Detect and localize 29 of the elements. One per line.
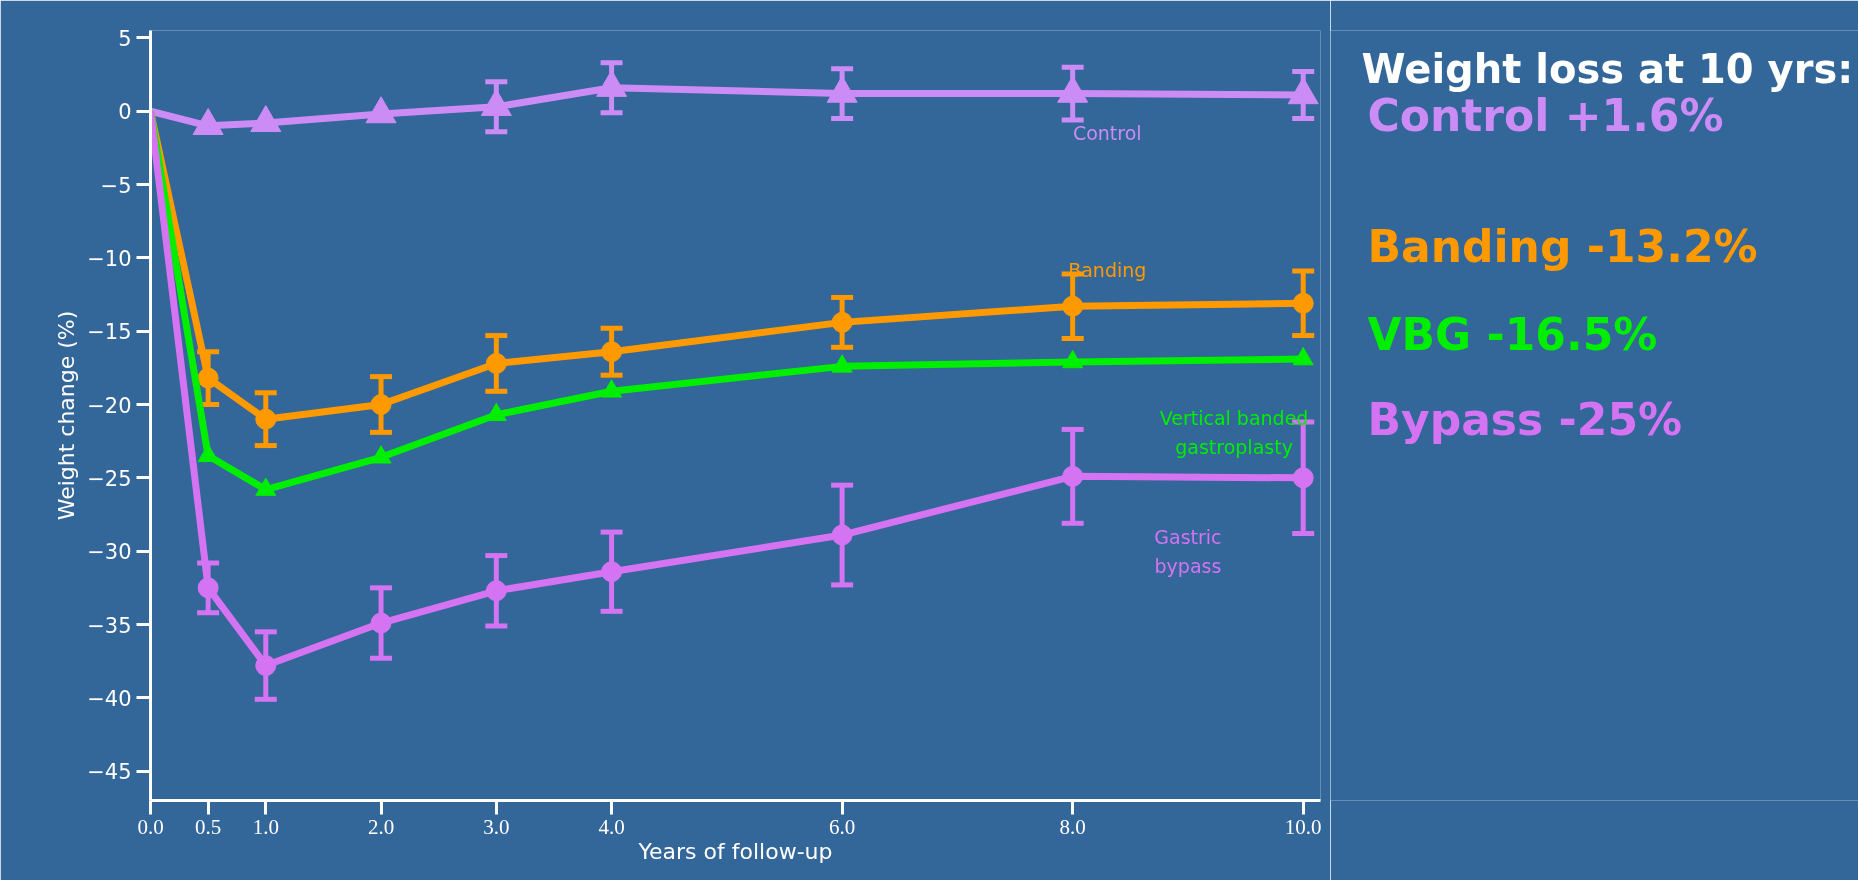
y-tick-label: −40 (87, 686, 132, 711)
y-axis-title: Weight change (%) (54, 310, 80, 521)
y-tick-label: 0 (118, 100, 132, 125)
series-label: Control (1072, 122, 1142, 145)
x-tick-label: 1.0 (252, 814, 279, 839)
text: Gastric bypass (1154, 525, 1222, 577)
y-tick-label: −45 (87, 760, 132, 785)
x-axis-title: Years of follow-up (637, 838, 833, 864)
x-tick-label: 2.0 (367, 814, 395, 839)
text: Weight loss at 10 yrs: (1361, 46, 1854, 92)
x-tick-label: 0.5 (195, 814, 222, 839)
y-tick-label: 5 (118, 26, 132, 51)
text: Vertical banded gastroplasty (1159, 406, 1309, 459)
x-tick-label: 6.0 (829, 814, 856, 839)
y-tick-label: −25 (87, 466, 132, 491)
x-tick-label: 4.0 (598, 814, 625, 839)
y-tick-label: −35 (87, 613, 132, 638)
y-tick-label: −10 (87, 246, 132, 271)
x-tick-label: 0.0 (137, 814, 164, 839)
text: VBG -16.5% (1367, 309, 1658, 361)
y-tick-label: −20 (87, 393, 132, 418)
x-tick-label: 8.0 (1059, 814, 1086, 839)
y-tick-label: −15 (87, 320, 132, 345)
y-tick-label: −5 (100, 173, 132, 198)
x-tick-label: 3.0 (483, 814, 510, 839)
y-tick-label: −30 (87, 540, 132, 565)
text: Banding -13.2% (1367, 220, 1758, 272)
text: Bypass -25% (1367, 393, 1683, 445)
x-tick-label: 10.0 (1284, 814, 1322, 839)
